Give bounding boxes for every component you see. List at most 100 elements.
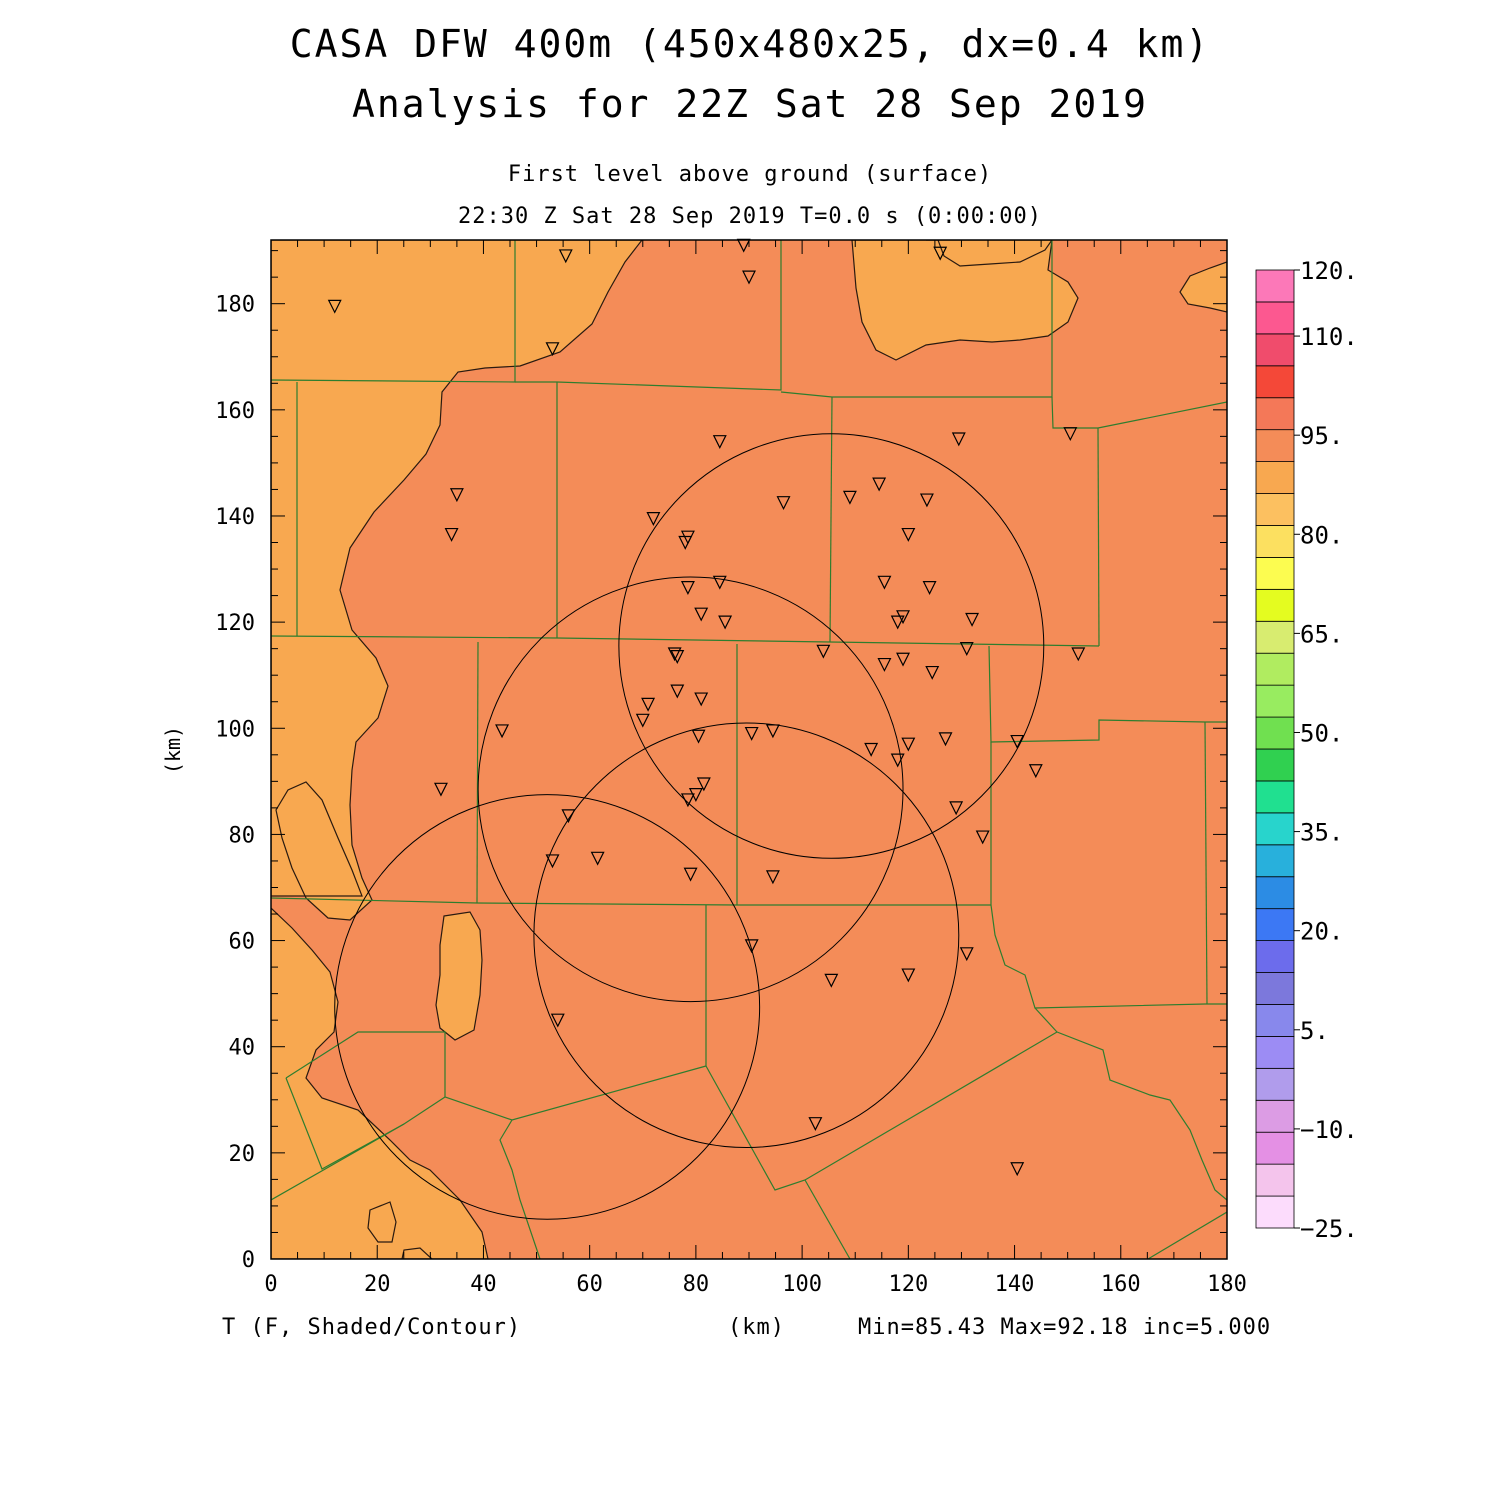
- station-marker: [694, 692, 709, 707]
- x-tick-label: 60: [576, 1272, 603, 1297]
- cool-region-east-edge: [1179, 261, 1227, 313]
- y-tick-label: 120: [215, 611, 255, 636]
- field-stats: Min=85.43 Max=92.18 inc=5.000: [858, 1315, 1272, 1340]
- station-marker: [680, 793, 695, 808]
- station-marker: [545, 854, 560, 869]
- station-marker: [688, 788, 703, 802]
- station-marker: [646, 512, 661, 526]
- colorbar-swatch: [1255, 333, 1295, 367]
- x-tick-label: 40: [470, 1272, 497, 1297]
- radar-circle-1: [618, 433, 1045, 859]
- station-marker: [890, 753, 905, 768]
- y-tick-label: 0: [242, 1248, 255, 1273]
- colorbar-swatch: [1255, 461, 1295, 494]
- station-marker: [776, 496, 791, 511]
- colorbar-swatch: [1255, 525, 1295, 558]
- axis-tick-labels: 0 20 40 60 80 100 120 140 160 180 0 20 40 60 80 100 120 1…: [215, 293, 1247, 1297]
- colorbar-label: 65.: [1300, 620, 1343, 648]
- y-tick-label: 80: [229, 823, 256, 848]
- station-marker: [678, 535, 693, 550]
- station-marker: [896, 652, 910, 667]
- station-marker: [558, 249, 573, 264]
- station-marker: [765, 724, 780, 739]
- x-tick-label: 20: [364, 1272, 391, 1297]
- axis-ticks: [270, 240, 1228, 1260]
- station-marker: [877, 575, 892, 590]
- station-marker: [877, 657, 892, 672]
- plot-title-line-1: CASA DFW 400m (450x480x25, dx=0.4 km): [289, 22, 1211, 66]
- station-marker: [1028, 764, 1043, 779]
- x-tick-label: 140: [995, 1272, 1035, 1297]
- radar-range-circles: [334, 433, 1045, 1220]
- colorbar-swatch: [1255, 1131, 1295, 1165]
- colorbar-swatch: [1255, 972, 1295, 1005]
- station-marker: [667, 647, 682, 662]
- station-marker: [590, 851, 605, 866]
- colorbar-swatch: [1255, 1195, 1295, 1229]
- station-marker: [938, 732, 953, 747]
- station-marker: [744, 726, 759, 741]
- colorbar-swatch: [1255, 1099, 1295, 1133]
- colorbar-swatch: [1255, 1004, 1295, 1037]
- station-marker: [691, 729, 706, 744]
- level-subtitle: First level above ground (surface): [507, 162, 993, 187]
- radar-circle-2: [477, 576, 904, 1003]
- colorbar-label: 110.: [1300, 323, 1358, 351]
- station-marker: [949, 801, 964, 816]
- colorbar-swatch: [1255, 812, 1295, 846]
- cool-region-northwest: [271, 240, 643, 921]
- station-marker: [842, 490, 857, 505]
- colorbar-swatch: [1255, 876, 1295, 910]
- station-marker: [696, 777, 711, 792]
- colorbar-label: 120.: [1300, 257, 1358, 285]
- x-tick-label: 120: [888, 1272, 928, 1297]
- station-marker: [1071, 647, 1086, 662]
- station-marker: [561, 809, 576, 824]
- x-tick-label: 80: [683, 1272, 710, 1297]
- station-marker: [550, 1013, 565, 1028]
- cool-region-northeast: [851, 240, 1079, 361]
- colorbar-labels: 120. 110. 95. 80. 65. 50. 35. 20. 5. −10. −25.: [1300, 257, 1358, 1243]
- county-boundaries: [271, 240, 1227, 1259]
- station-marker: [433, 782, 448, 797]
- colorbar-swatch: [1255, 493, 1295, 526]
- valid-time-subtitle: 22:30 Z Sat 28 Sep 2019 T=0.0 s (0:00:00…: [457, 204, 1043, 229]
- station-marker: [680, 581, 695, 595]
- station-marker: [933, 246, 948, 261]
- x-tick-label: 160: [1101, 1272, 1141, 1297]
- station-marker: [641, 697, 656, 712]
- station-marker: [670, 650, 685, 664]
- station-marker: [765, 870, 780, 885]
- station-marker: [959, 947, 974, 962]
- station-marker: [901, 527, 916, 542]
- cool-blob-northeast-top: [926, 240, 1053, 267]
- colorbar-label: 20.: [1300, 918, 1343, 946]
- station-marker: [683, 867, 698, 882]
- station-marker: [1010, 1162, 1025, 1177]
- colorbar-swatch: [1255, 684, 1295, 718]
- y-tick-label: 100: [215, 717, 255, 742]
- station-marker: [545, 342, 560, 357]
- colorbar-swatch: [1255, 301, 1295, 335]
- y-tick-label: 40: [229, 1036, 256, 1061]
- colorbar-swatch: [1255, 397, 1295, 431]
- station-marker: [327, 299, 342, 314]
- colorbar-swatch: [1255, 620, 1295, 654]
- colorbar-label: 50.: [1300, 719, 1343, 747]
- station-marker: [901, 737, 916, 752]
- colorbar-swatch: [1255, 557, 1295, 590]
- station-marker: [449, 488, 464, 503]
- colorbar-swatch: [1255, 1067, 1295, 1101]
- colorbar-label: 35.: [1300, 819, 1343, 847]
- y-tick-label: 60: [229, 930, 256, 955]
- station-marker: [718, 615, 733, 630]
- station-marker: [816, 644, 831, 659]
- station-marker: [635, 713, 650, 728]
- colorbar-swatch: [1255, 1036, 1295, 1069]
- station-marker: [824, 973, 839, 988]
- station-marker: [444, 527, 459, 542]
- y-tick-label: 160: [215, 399, 255, 424]
- y-tick-label: 20: [229, 1142, 256, 1167]
- station-marker: [712, 575, 727, 590]
- colorbar-label: 80.: [1300, 521, 1343, 549]
